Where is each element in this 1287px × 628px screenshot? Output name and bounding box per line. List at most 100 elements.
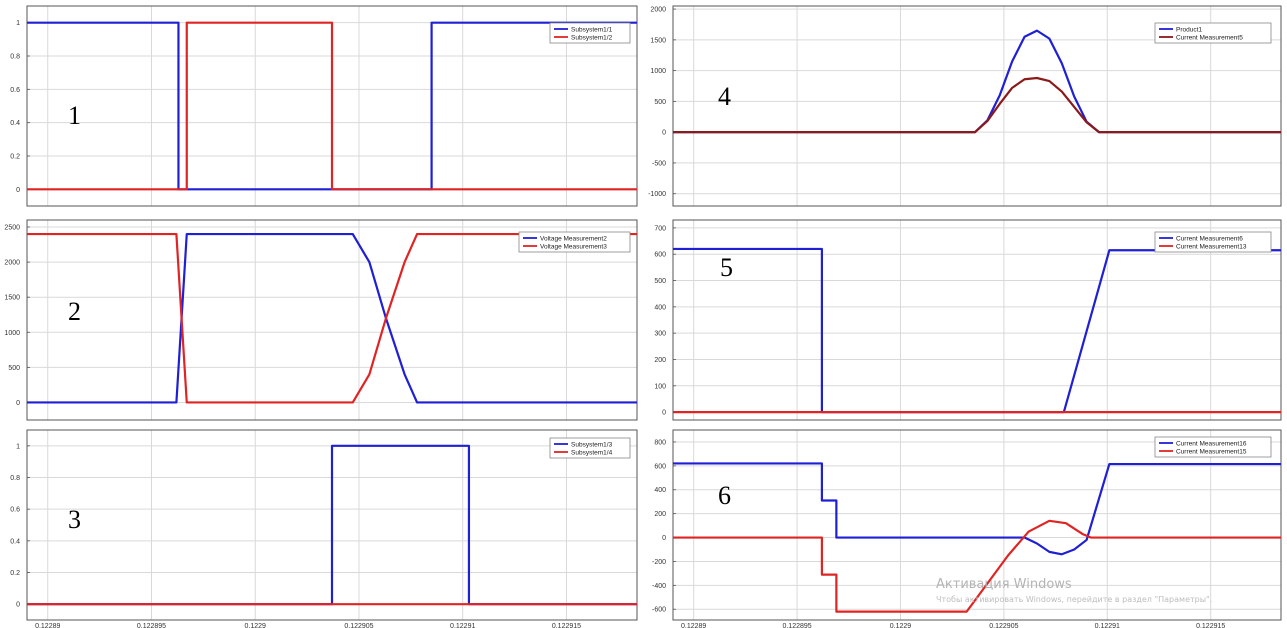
panel-number: 4 (718, 82, 731, 111)
axes-frame (26, 429, 638, 621)
y-tick-label: 0.8 (10, 54, 20, 61)
y-tick-label: 1000 (4, 330, 20, 337)
x-tick-label: 0.1229 (245, 623, 267, 628)
y-tick-label: 200 (654, 357, 666, 364)
y-tick-label: 0 (16, 602, 20, 609)
y-tick-label: 0.2 (10, 154, 20, 161)
y-tick-label: 800 (654, 439, 666, 446)
axes-frame (26, 219, 638, 421)
y-tick-label: 500 (654, 99, 666, 106)
y-tick-label: 0 (662, 410, 666, 417)
y-tick-label: -200 (652, 559, 666, 566)
legend-entry: Voltage Measurement3 (540, 243, 607, 250)
y-tick-label: 600 (654, 252, 666, 259)
axes-frame (26, 5, 638, 207)
legend-box (1154, 22, 1272, 44)
panel-number: 1 (68, 101, 81, 130)
x-tick-label: 0.1229 (890, 623, 912, 628)
y-tick-label: 2000 (4, 260, 20, 267)
y-tick-label: 1 (16, 20, 20, 27)
panel-number: 3 (68, 505, 81, 534)
y-tick-label: 0 (16, 400, 20, 407)
legend-box (518, 231, 631, 253)
panel-number: 2 (68, 297, 81, 326)
x-tick-label: 0.12291 (1095, 623, 1120, 628)
plot-area (27, 220, 637, 420)
series-line-1 (27, 21, 637, 191)
y-tick-label: 0.6 (10, 87, 20, 94)
x-tick-label: 0.122905 (989, 623, 1018, 628)
legend-entry: Current Measurement16 (1176, 440, 1247, 447)
legend-entry: Current Measurement5 (1176, 34, 1243, 41)
series-line-1 (673, 462, 1281, 556)
legend-entry: Product1 (1176, 26, 1202, 33)
plot-panels: 00.20.40.60.811Subsystem1/1Subsystem1/20… (4, 5, 1282, 628)
y-tick-label: -500 (652, 160, 666, 167)
axes-frame (672, 5, 1282, 207)
y-tick-label: 0.2 (10, 570, 20, 577)
legend-box (549, 437, 631, 459)
y-tick-label: 500 (8, 365, 20, 372)
y-tick-label: 0 (662, 535, 666, 542)
y-tick-label: 500 (654, 278, 666, 285)
legend-entry: Subsystem1/2 (571, 34, 613, 41)
y-tick-label: 0 (662, 130, 666, 137)
axes-frame (672, 429, 1282, 621)
y-tick-label: 1500 (4, 295, 20, 302)
x-tick-label: 0.122895 (137, 623, 166, 628)
x-tick-label: 0.12291 (450, 623, 475, 628)
x-tick-label: 0.12289 (35, 623, 60, 628)
axes-frame (672, 219, 1282, 421)
panel-2: 0 500 1000 1500 2000 2500 2 Voltage Measurement… (4, 219, 638, 421)
legend-entry: Subsystem1/4 (571, 449, 613, 456)
y-tick-label: -1000 (648, 191, 666, 198)
x-tick-label: 0.12289 (681, 623, 706, 628)
panel-3: 0 0.2 0.4 0.6 0.8 1 0.12289 0.122895 0.1229 0.122… (10, 429, 638, 628)
legend-entry: Subsystem1/3 (571, 441, 613, 448)
y-tick-label: 0.4 (10, 120, 20, 127)
legend-box (1154, 436, 1272, 458)
panel-4: -1000 -500 0 500 1000 1500 2000 4 Product1Curren… (648, 5, 1282, 207)
y-tick-label: 400 (654, 304, 666, 311)
y-tick-label: 0.4 (10, 538, 20, 545)
y-tick-label: -600 (652, 607, 666, 614)
panel-6: -600 -400 -200 0 200 400 600 800 0.12289 0.122895… (652, 429, 1282, 628)
legend-entry: Current Measurement6 (1176, 235, 1243, 242)
y-tick-label: 2000 (650, 7, 666, 14)
legend-entry: Voltage Measurement2 (540, 235, 607, 242)
legend-entry: Current Measurement15 (1176, 448, 1247, 455)
watermark-title: Активация Windows (936, 577, 1072, 592)
legend-box (1154, 231, 1272, 253)
y-tick-label: 1000 (650, 68, 666, 75)
y-tick-label: 0.6 (10, 507, 20, 514)
y-tick-label: 0 (16, 187, 20, 194)
panel-5: 0 100 200 300 400 500 600 700 5 Current Measureme… (654, 219, 1282, 421)
y-tick-label: 200 (654, 511, 666, 518)
y-tick-label: -400 (652, 583, 666, 590)
x-tick-label: 0.122915 (552, 623, 581, 628)
series-line-2 (673, 519, 1281, 613)
watermark-subtitle: Чтобы активировать Windows, перейдите в … (936, 595, 1212, 604)
panel-number: 6 (718, 481, 731, 510)
y-tick-label: 600 (654, 463, 666, 470)
y-tick-label: 700 (654, 225, 666, 232)
series-line-1 (27, 232, 637, 404)
y-tick-label: 0.8 (10, 475, 20, 482)
y-tick-label: 2500 (4, 225, 20, 232)
y-tick-label: 400 (654, 487, 666, 494)
legend-entry: Subsystem1/1 (571, 26, 613, 33)
windows-activation-watermark: Активация Windows Чтобы активировать Win… (936, 577, 1212, 604)
x-tick-label: 0.122895 (782, 623, 811, 628)
series-line-2 (673, 76, 1281, 134)
y-tick-label: 300 (654, 331, 666, 338)
plot-area (673, 430, 1281, 620)
plot-area (673, 220, 1281, 420)
